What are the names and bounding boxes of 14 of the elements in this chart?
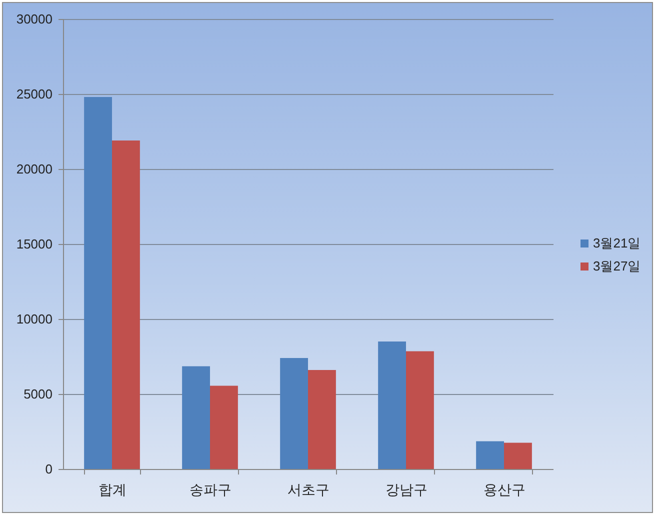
y-tick-label: 15000	[16, 236, 52, 252]
y-tick-label: 10000	[16, 312, 52, 326]
legend-label: 3월21일	[593, 236, 641, 250]
x-tick-label: 서초구	[288, 482, 330, 498]
legend-label: 3월27일	[593, 258, 641, 274]
y-tick-label: 0	[45, 462, 52, 476]
y-tick-label: 20000	[16, 162, 52, 176]
y-tick-label: 25000	[16, 86, 52, 102]
x-tick-label: 합계	[98, 482, 126, 498]
y-tick-label: 30000	[16, 12, 52, 26]
x-tick-label: 용산구	[484, 482, 526, 498]
x-tick-label: 강남구	[386, 482, 428, 498]
x-tick-label: 송파구	[190, 482, 232, 498]
y-tick-label: 5000	[24, 386, 52, 402]
